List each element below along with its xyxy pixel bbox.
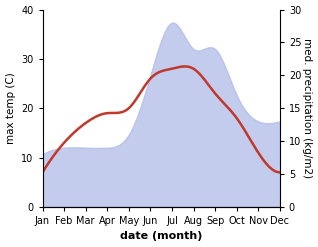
Y-axis label: max temp (C): max temp (C) <box>5 72 16 144</box>
X-axis label: date (month): date (month) <box>120 231 202 242</box>
Y-axis label: med. precipitation (kg/m2): med. precipitation (kg/m2) <box>302 38 313 178</box>
